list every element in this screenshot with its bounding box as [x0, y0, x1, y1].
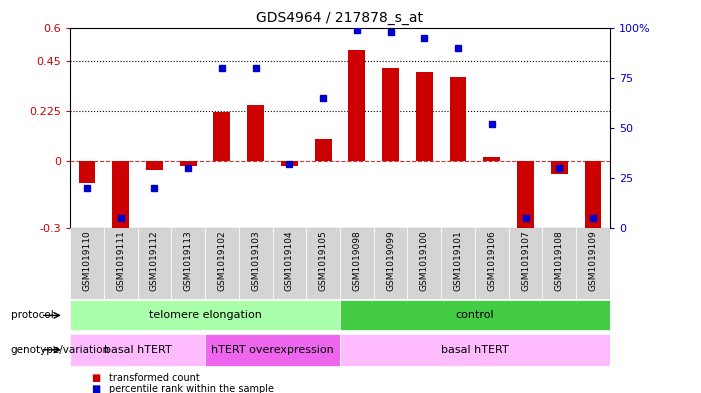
Text: transformed count: transformed count — [109, 373, 199, 383]
Bar — [382, 68, 399, 161]
Text: control: control — [456, 310, 494, 320]
Text: ■: ■ — [91, 384, 100, 393]
Bar — [543, 228, 576, 299]
Text: GSM1019112: GSM1019112 — [150, 230, 159, 291]
Bar — [104, 228, 137, 299]
Bar — [179, 161, 196, 165]
Title: GDS4964 / 217878_s_at: GDS4964 / 217878_s_at — [257, 11, 423, 25]
Bar — [171, 228, 205, 299]
Bar — [70, 334, 205, 365]
Bar — [484, 157, 501, 161]
Text: protocol: protocol — [11, 310, 53, 320]
Text: telomere elongation: telomere elongation — [149, 310, 261, 320]
Bar — [79, 161, 95, 184]
Bar — [416, 72, 433, 161]
Bar — [551, 161, 568, 174]
Bar — [239, 228, 273, 299]
Bar — [205, 228, 239, 299]
Bar — [576, 228, 610, 299]
Text: percentile rank within the sample: percentile rank within the sample — [109, 384, 273, 393]
Bar — [315, 139, 332, 161]
Bar — [509, 228, 543, 299]
Text: hTERT overexpression: hTERT overexpression — [211, 345, 334, 355]
Text: basal hTERT: basal hTERT — [441, 345, 509, 355]
Text: GSM1019104: GSM1019104 — [285, 230, 294, 291]
Text: GSM1019110: GSM1019110 — [83, 230, 91, 291]
Text: ■: ■ — [91, 373, 100, 383]
Text: GSM1019100: GSM1019100 — [420, 230, 429, 291]
Bar — [146, 161, 163, 170]
Bar — [247, 105, 264, 161]
Bar — [137, 228, 171, 299]
Bar — [70, 228, 104, 299]
Bar — [340, 300, 610, 331]
Bar — [407, 228, 441, 299]
Bar — [348, 50, 365, 161]
Bar — [475, 228, 509, 299]
Bar — [281, 161, 298, 165]
Text: GSM1019105: GSM1019105 — [319, 230, 327, 291]
Bar — [273, 228, 306, 299]
Text: GSM1019108: GSM1019108 — [554, 230, 564, 291]
Bar — [70, 300, 340, 331]
Bar — [340, 228, 374, 299]
Text: basal hTERT: basal hTERT — [104, 345, 172, 355]
Text: GSM1019101: GSM1019101 — [454, 230, 463, 291]
Bar — [441, 228, 475, 299]
Text: genotype/variation: genotype/variation — [11, 345, 109, 355]
Text: GSM1019106: GSM1019106 — [487, 230, 496, 291]
Bar — [205, 334, 340, 365]
Text: GSM1019107: GSM1019107 — [521, 230, 530, 291]
Text: GSM1019102: GSM1019102 — [217, 230, 226, 291]
Text: GSM1019098: GSM1019098 — [353, 230, 361, 291]
Text: GSM1019109: GSM1019109 — [589, 230, 597, 291]
Bar — [449, 77, 466, 161]
Bar — [585, 161, 601, 232]
Bar — [374, 228, 407, 299]
Bar — [214, 112, 231, 161]
Bar — [340, 334, 610, 365]
Text: GSM1019111: GSM1019111 — [116, 230, 125, 291]
Text: GSM1019113: GSM1019113 — [184, 230, 193, 291]
Bar — [306, 228, 340, 299]
Bar — [517, 161, 534, 232]
Text: GSM1019103: GSM1019103 — [251, 230, 260, 291]
Bar — [112, 161, 129, 228]
Text: GSM1019099: GSM1019099 — [386, 230, 395, 291]
